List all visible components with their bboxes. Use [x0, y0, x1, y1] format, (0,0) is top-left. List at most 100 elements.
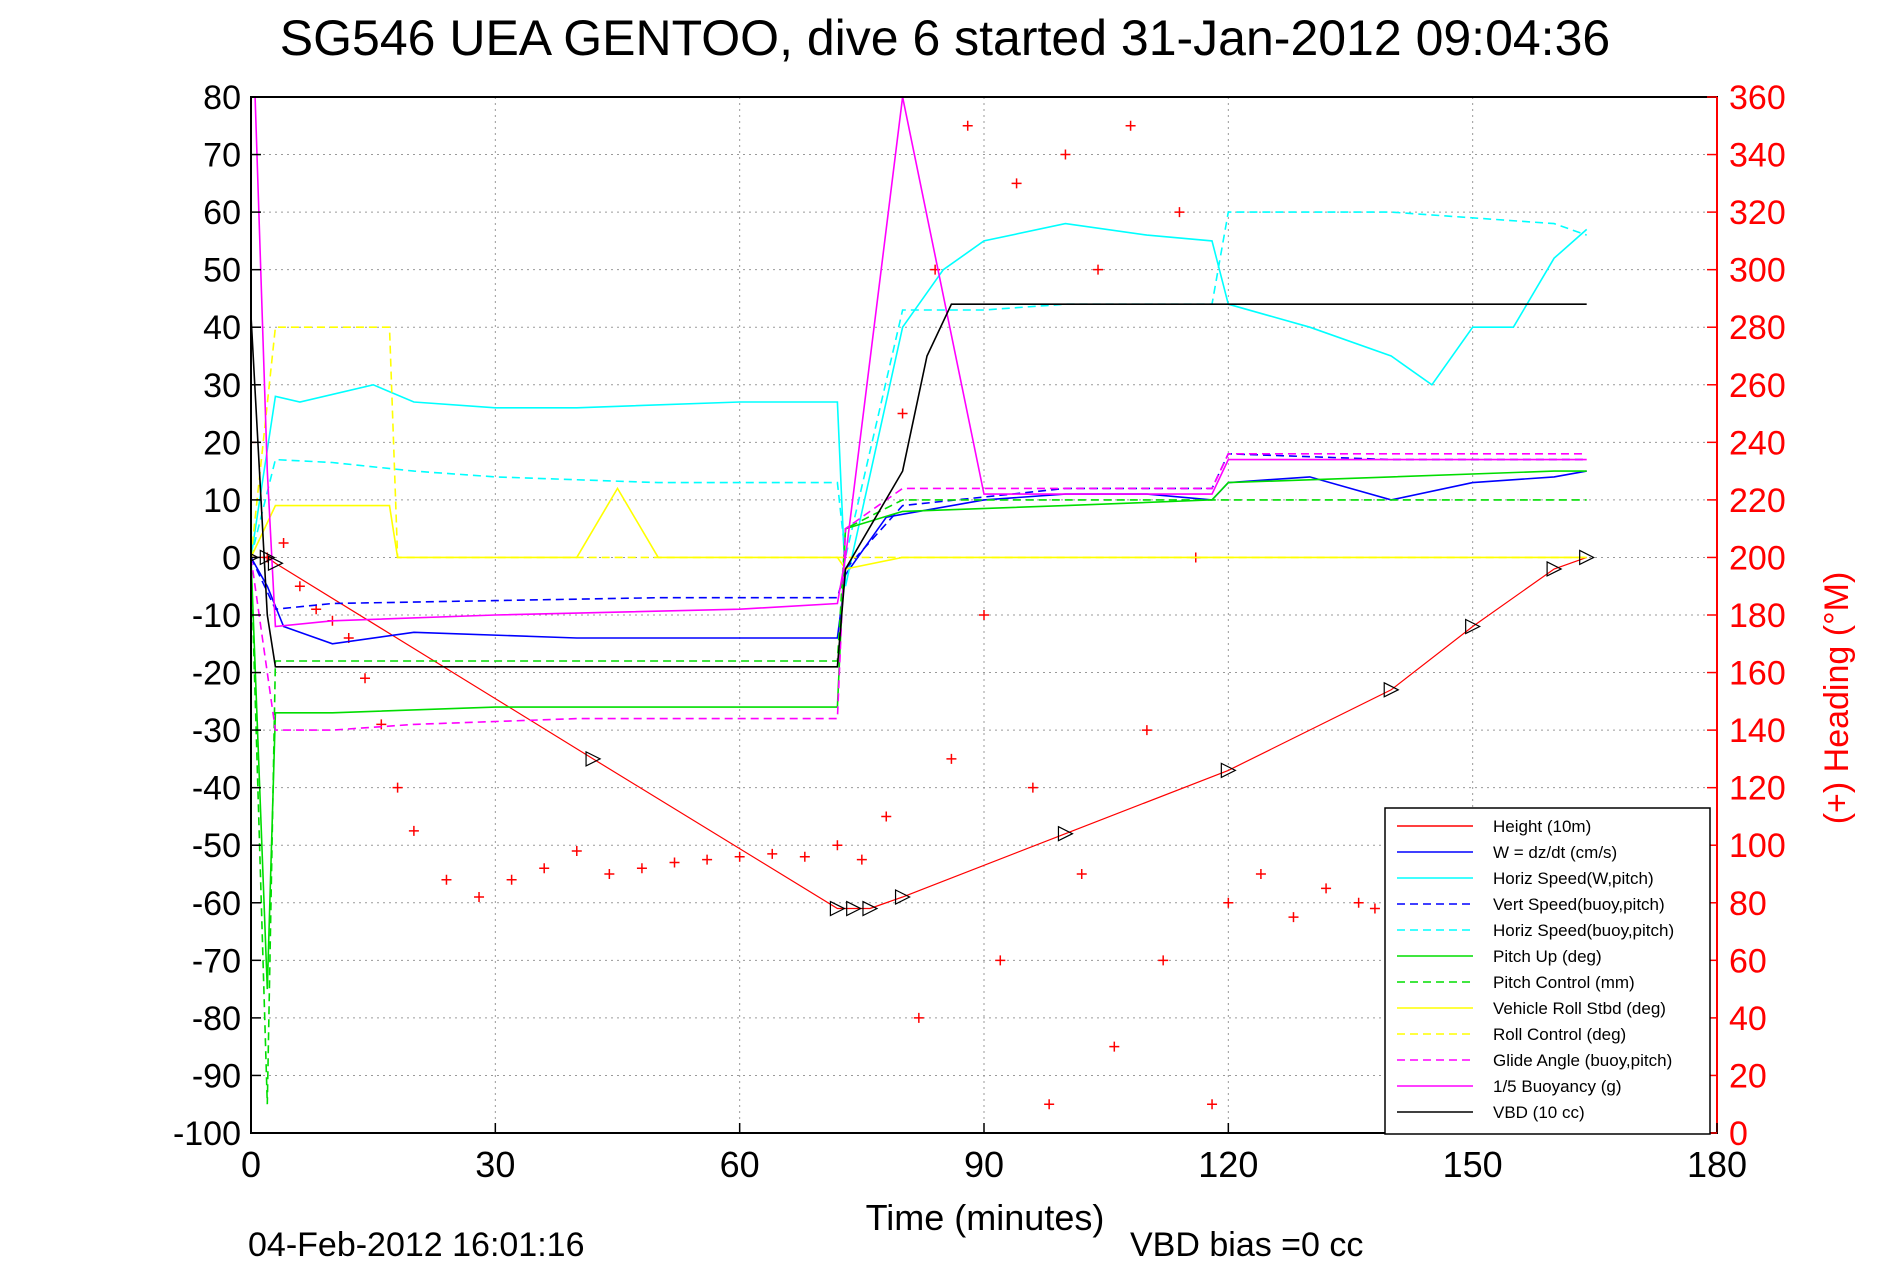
series-line-10: [254, 97, 1587, 628]
y-tick-label: 10: [203, 482, 241, 520]
y-tick-label: -40: [192, 770, 241, 808]
heading-point: [962, 120, 973, 131]
x-tick-label: 120: [1198, 1144, 1258, 1185]
y2-tick-label: 360: [1729, 79, 1786, 117]
y2-tick-label: 20: [1729, 1057, 1767, 1095]
heading-point: [1125, 120, 1136, 131]
y2-tick-label: 260: [1729, 367, 1786, 405]
heading-point: [702, 854, 713, 865]
legend-label: Roll Control (deg): [1493, 1025, 1626, 1044]
heading-point: [392, 782, 403, 793]
height-marker: [1383, 681, 1400, 698]
legend-label: W = dz/dt (cm/s): [1493, 843, 1617, 862]
y2-tick-label: 60: [1729, 942, 1767, 980]
heading-point: [1207, 1099, 1218, 1110]
y-tick-label: -50: [192, 827, 241, 865]
y2-tick-label: 120: [1729, 770, 1786, 808]
y2-tick-label: 340: [1729, 137, 1786, 175]
x-tick-label: 0: [241, 1144, 261, 1185]
legend-label: Glide Angle (buoy,pitch): [1493, 1051, 1672, 1070]
height-marker: [1579, 549, 1596, 566]
heading-point: [946, 753, 957, 764]
y2-tick-label: 240: [1729, 424, 1786, 462]
legend: Height (10m) W = dz/dt (cm/s) Horiz Speed(…: [1384, 807, 1711, 1135]
y-tick-label: 40: [203, 309, 241, 347]
series-line-8: [251, 326, 1587, 559]
heading-point: [1011, 178, 1022, 189]
y2-tick-label: 280: [1729, 309, 1786, 347]
heading-point: [832, 840, 843, 851]
y-tick-label: -100: [173, 1115, 241, 1153]
plot-area: 0 30 60 90 120 150 180 80706050403020100-10-20…: [173, 79, 1786, 1185]
y-tick-label: -90: [192, 1057, 241, 1095]
y-tick-label: 30: [203, 367, 241, 405]
heading-point: [604, 869, 615, 879]
series-line-4: [251, 211, 1587, 558]
heading-point: [856, 854, 867, 865]
heading-point: [1060, 149, 1071, 160]
heading-point: [539, 863, 550, 874]
y-tick-label: -70: [192, 942, 241, 980]
y-tick-label: -30: [192, 712, 241, 750]
heading-point: [408, 825, 419, 836]
height-marker: [829, 900, 846, 917]
legend-label: Height (10m): [1493, 817, 1591, 836]
legend-label: Horiz Speed(W,pitch): [1493, 869, 1654, 888]
x-tick-label: 90: [964, 1144, 1004, 1185]
height-marker: [862, 900, 879, 917]
footer-timestamp: 04-Feb-2012 16:01:16: [248, 1226, 584, 1262]
heading-point: [881, 811, 892, 822]
heading-point: [734, 851, 745, 862]
y2-tick-label: 140: [1729, 712, 1786, 750]
heading-point: [441, 874, 452, 885]
heading-point: [1353, 897, 1364, 908]
heading-point: [1158, 955, 1169, 966]
series-line-11: [251, 303, 1587, 668]
legend-label: Pitch Control (mm): [1493, 973, 1635, 992]
y-tick-label: 0: [222, 539, 241, 577]
heading-point: [1141, 725, 1152, 736]
y2-tick-label: 180: [1729, 597, 1786, 635]
heading-point: [1223, 897, 1234, 908]
heading-point: [278, 538, 289, 549]
heading-point: [1255, 869, 1266, 879]
y-tick-label: 80: [203, 79, 241, 117]
y2-axis-ticks: 3603403203002802602402202001801601401201…: [1707, 79, 1786, 1153]
heading-point: [294, 581, 305, 592]
height-marker: [1465, 618, 1482, 635]
heading-point: [1288, 912, 1299, 923]
heading-point: [1109, 1041, 1120, 1052]
y-tick-label: -20: [192, 655, 241, 693]
height-marker: [267, 555, 284, 572]
y-tick-label: 50: [203, 252, 241, 290]
y-tick-label: 20: [203, 424, 241, 462]
y-tick-label: -80: [192, 1000, 241, 1038]
heading-point: [1369, 903, 1380, 914]
series-line-9: [251, 452, 1587, 731]
heading-point: [376, 719, 387, 730]
series-line-1: [251, 470, 1587, 645]
heading-point: [897, 408, 908, 419]
legend-label: Horiz Speed(buoy,pitch): [1493, 921, 1674, 940]
height-marker: [585, 750, 602, 767]
heading-point: [1027, 782, 1038, 793]
y-tick-label: -10: [192, 597, 241, 635]
heading-point: [474, 892, 485, 903]
y2-tick-label: 80: [1729, 885, 1767, 923]
legend-label: Vert Speed(buoy,pitch): [1493, 895, 1665, 914]
x-tick-label: 30: [475, 1144, 515, 1185]
heading-point: [913, 1012, 924, 1023]
legend-label: Vehicle Roll Stbd (deg): [1493, 999, 1666, 1018]
legend-box: [1384, 807, 1711, 1135]
heading-point: [1321, 883, 1332, 894]
y2-tick-label: 40: [1729, 1000, 1767, 1038]
heading-point: [571, 845, 582, 856]
heading-point: [360, 673, 371, 684]
series-line-0: [251, 556, 1587, 910]
y2-axis-label: (+) Heading (°M): [1818, 572, 1856, 825]
heading-point: [636, 863, 647, 874]
series-line-2: [251, 222, 1588, 587]
legend-label: VBD (10 cc): [1493, 1103, 1585, 1122]
height-marker: [1546, 560, 1563, 577]
